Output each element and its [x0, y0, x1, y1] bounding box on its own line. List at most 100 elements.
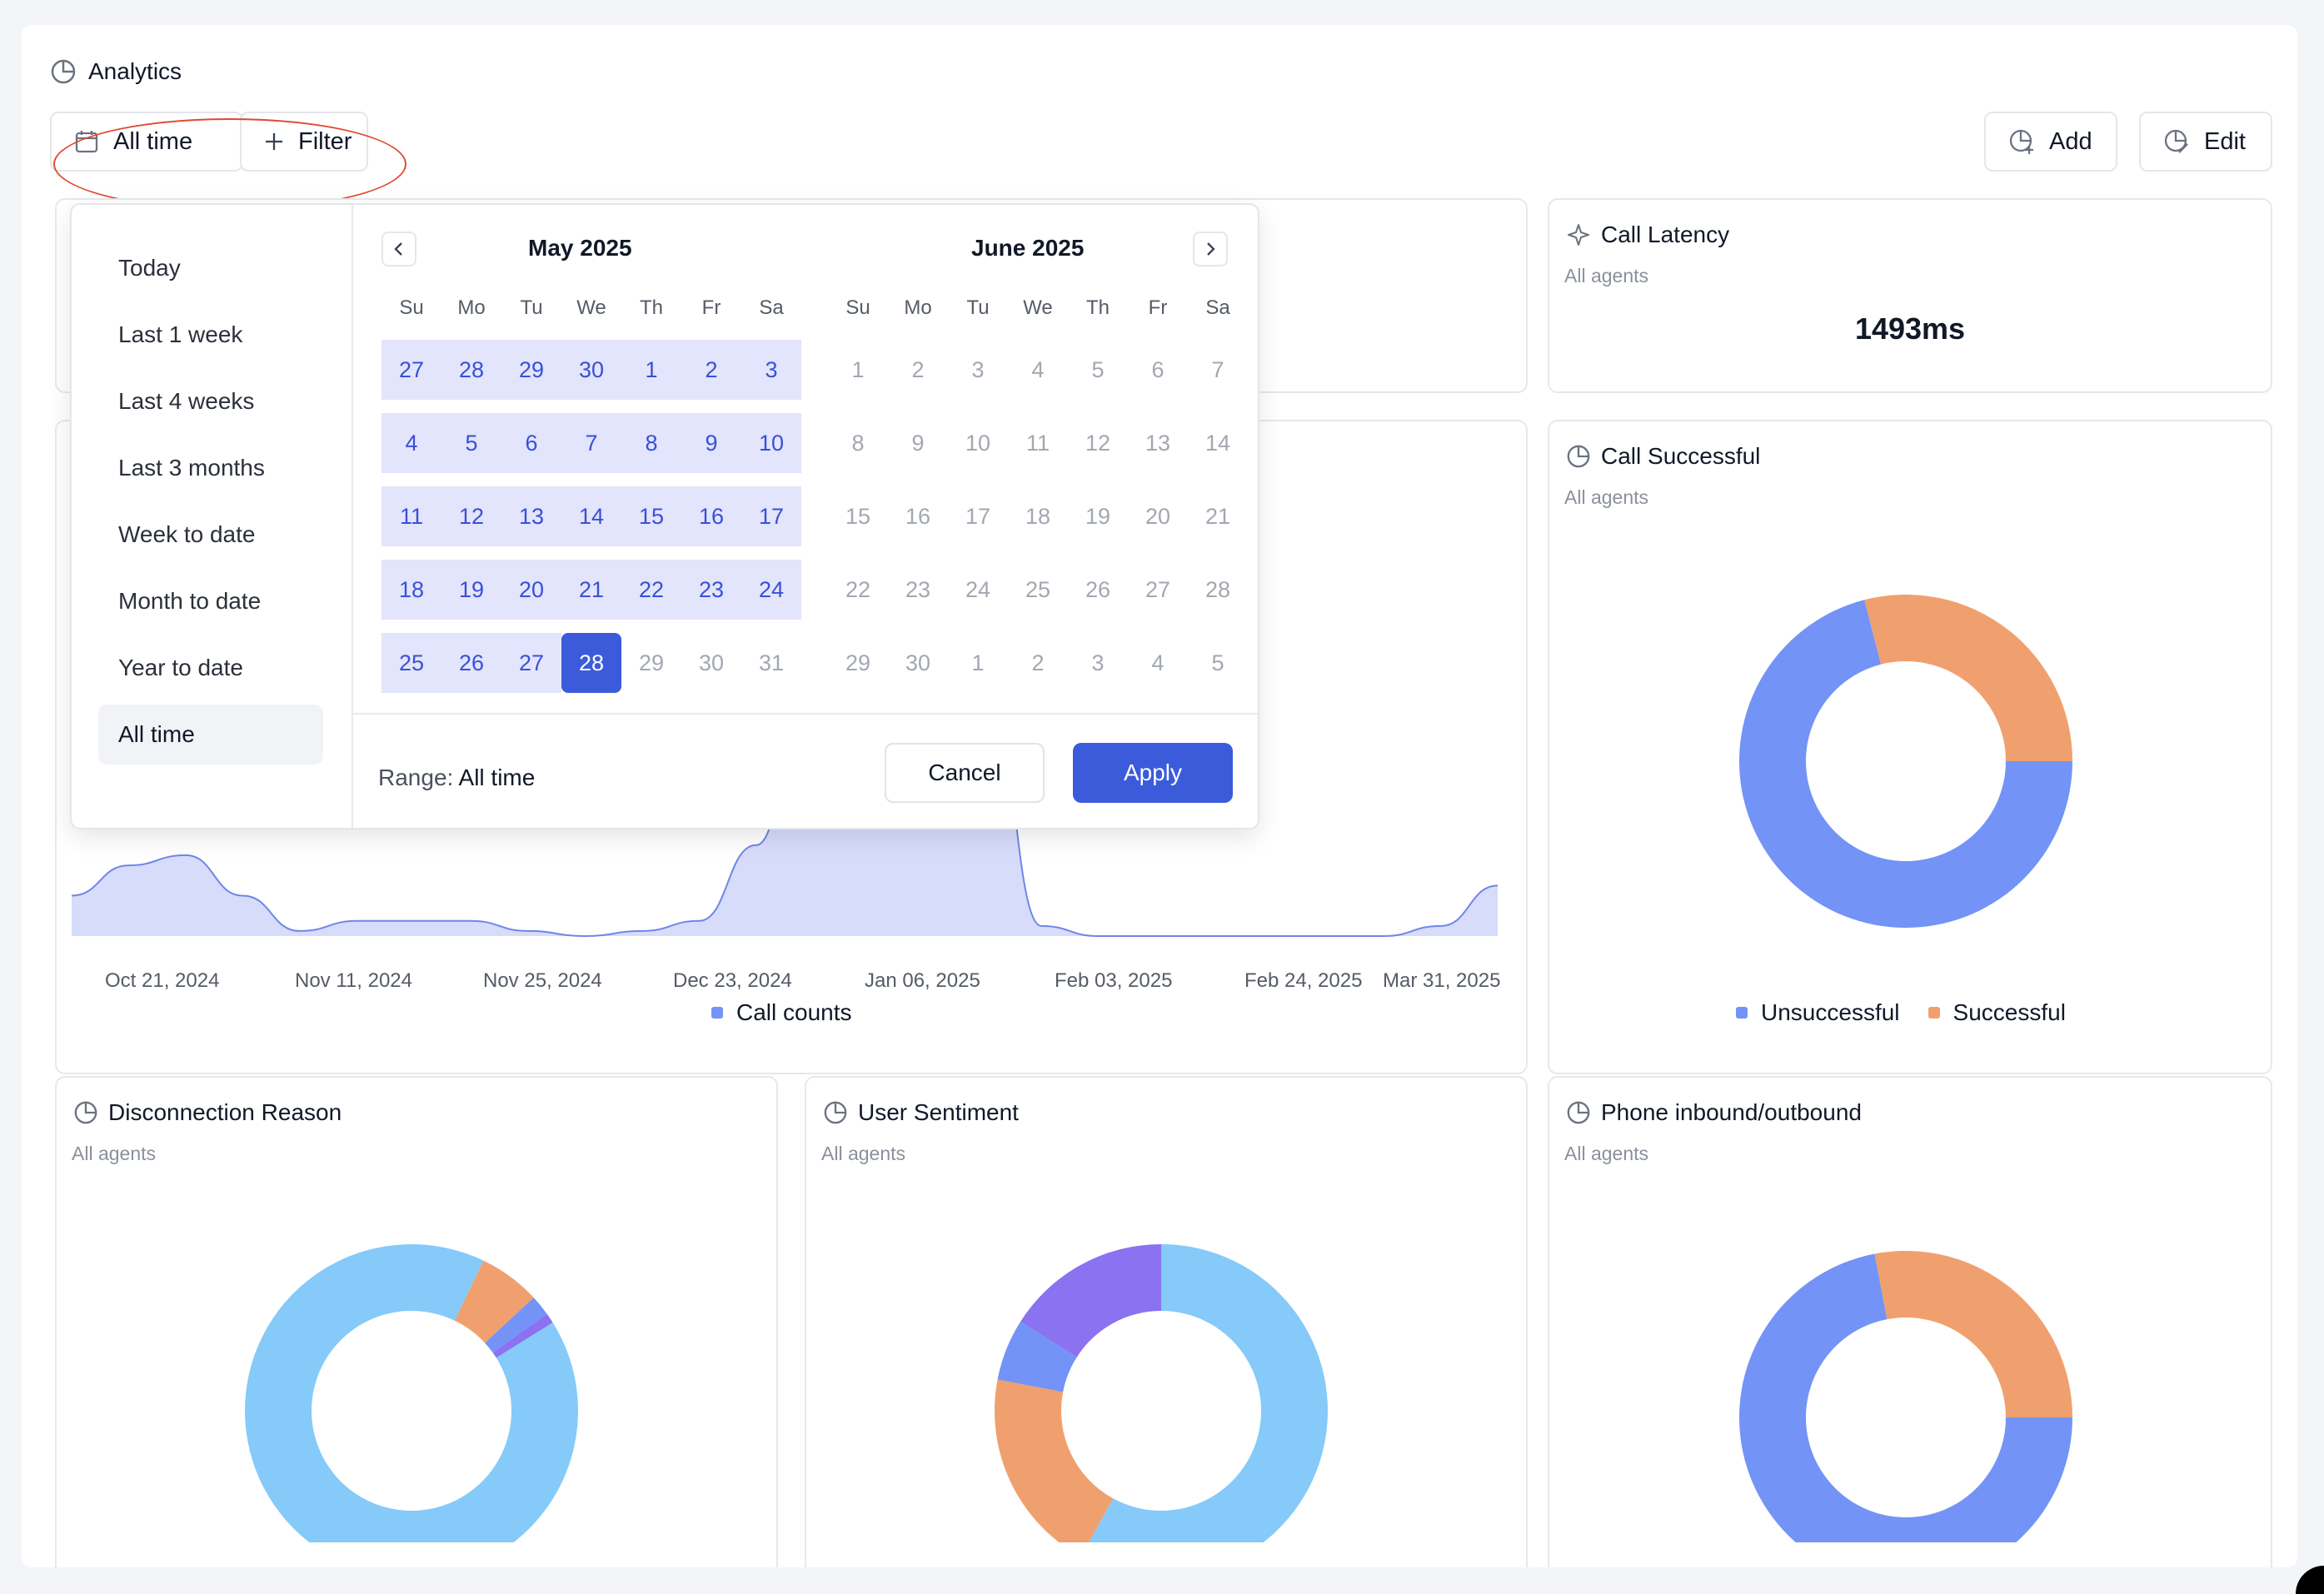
calendar-day[interactable]: 3	[971, 356, 985, 382]
calendar-day[interactable]: 30	[698, 650, 725, 675]
calendar-day[interactable]: 16	[905, 503, 931, 529]
calendar-day[interactable]: 22	[621, 560, 681, 620]
calendar-day[interactable]: 2	[911, 356, 925, 382]
calendar-day[interactable]: 21	[561, 560, 621, 620]
calendar-day[interactable]: 11	[1025, 430, 1050, 456]
calendar-day[interactable]: 26	[1085, 576, 1111, 602]
calendar-day[interactable]: 18	[382, 560, 441, 620]
calendar-day[interactable]: 20	[501, 560, 561, 620]
preset-month-to-date[interactable]: Month to date	[118, 588, 262, 614]
calendar-day[interactable]: 24	[741, 560, 801, 620]
calendar-day[interactable]: 22	[845, 576, 871, 602]
calendar-day[interactable]: 19	[441, 560, 501, 620]
calendar-day[interactable]: 29	[501, 340, 561, 400]
user-sentiment-slice[interactable]	[995, 1379, 1114, 1542]
calendar-day[interactable]: 5	[1211, 650, 1224, 675]
calendar-day[interactable]: 14	[1204, 430, 1231, 456]
calendar-day[interactable]: 7	[561, 413, 621, 473]
disconnection-reason-slice[interactable]	[492, 1313, 553, 1358]
calendar-day[interactable]: 19	[1085, 503, 1111, 529]
calendar-day[interactable]: 27	[1145, 576, 1171, 602]
calendar-day[interactable]: 25	[1025, 576, 1051, 602]
preset-last-1-week[interactable]: Last 1 week	[118, 321, 243, 347]
calendar-day[interactable]: 26	[441, 633, 501, 693]
calendar-day[interactable]: 25	[382, 633, 441, 693]
calendar-day[interactable]: 17	[965, 503, 991, 529]
add-button[interactable]: Add	[1984, 112, 2117, 172]
phone-inbound-outbound-slice[interactable]	[1739, 1253, 2072, 1542]
preset-last-3-months[interactable]: Last 3 months	[118, 455, 265, 481]
calendar-day[interactable]: 24	[965, 576, 991, 602]
calendar-day[interactable]: 29	[638, 650, 665, 675]
calendar-day[interactable]: 1	[621, 340, 681, 400]
calendar-day[interactable]: 3	[1091, 650, 1105, 675]
disconnection-reason-slice[interactable]	[485, 1298, 547, 1353]
phone-inbound-outbound-slice[interactable]	[1874, 1251, 2072, 1417]
preset-today[interactable]: Today	[118, 255, 181, 281]
calendar-day[interactable]: 1	[851, 356, 865, 382]
calendar-day[interactable]: 13	[1145, 430, 1171, 456]
calendar-day[interactable]: 3	[741, 340, 801, 400]
calendar-day[interactable]: 16	[681, 486, 741, 546]
calendar-day[interactable]: 2	[681, 340, 741, 400]
calendar-day[interactable]: 21	[1204, 503, 1231, 529]
calendar-day[interactable]: 17	[741, 486, 801, 546]
calendar-day[interactable]: 10	[965, 430, 991, 456]
preset-all-time[interactable]: All time	[98, 705, 323, 765]
calendar-day[interactable]: 23	[681, 560, 741, 620]
preset-last-4-weeks[interactable]: Last 4 weeks	[118, 388, 255, 414]
next-month-button[interactable]	[1193, 232, 1228, 266]
calendar-day[interactable]: 15	[845, 503, 871, 529]
disconnection-reason-slice[interactable]	[454, 1260, 534, 1343]
calendar-day[interactable]: 7	[1211, 356, 1224, 382]
calendar-day[interactable]: 18	[1025, 503, 1051, 529]
legend-item[interactable]: Call counts	[711, 999, 852, 1026]
calendar-day-selected[interactable]: 28	[561, 633, 621, 693]
calendar-day[interactable]: 27	[382, 340, 441, 400]
cancel-button[interactable]: Cancel	[885, 743, 1045, 803]
calendar-day[interactable]: 1	[971, 650, 985, 675]
calendar-day[interactable]: 9	[911, 430, 925, 456]
preset-week-to-date[interactable]: Week to date	[118, 521, 256, 547]
calendar-day[interactable]: 15	[621, 486, 681, 546]
calendar-day[interactable]: 5	[441, 413, 501, 473]
calendar-day[interactable]: 27	[501, 633, 561, 693]
calendar-day[interactable]: 30	[561, 340, 621, 400]
calendar-day[interactable]: 6	[1151, 356, 1164, 382]
apply-button[interactable]: Apply	[1073, 743, 1233, 803]
prev-month-button[interactable]	[382, 232, 416, 266]
calendar-day[interactable]: 28	[441, 340, 501, 400]
filter-button[interactable]: Filter	[240, 112, 368, 172]
calendar-day[interactable]: 28	[1204, 576, 1231, 602]
calendar-day[interactable]: 9	[681, 413, 741, 473]
user-sentiment-slice[interactable]	[997, 1321, 1077, 1392]
calendar-day[interactable]: 8	[851, 430, 865, 456]
calendar-day[interactable]: 12	[1085, 430, 1111, 456]
calendar-day[interactable]: 2	[1031, 650, 1045, 675]
calendar-day[interactable]: 30	[905, 650, 931, 675]
date-range-button[interactable]: All time	[50, 112, 243, 172]
user-sentiment-slice[interactable]	[1020, 1244, 1161, 1357]
calendar-day[interactable]: 13	[501, 486, 561, 546]
calendar-day[interactable]: 20	[1145, 503, 1171, 529]
calendar-day[interactable]: 10	[741, 413, 801, 473]
disconnection-reason-slice[interactable]	[245, 1244, 578, 1542]
edit-button[interactable]: Edit	[2139, 112, 2272, 172]
calendar-day[interactable]: 14	[561, 486, 621, 546]
calendar-day[interactable]: 4	[1031, 356, 1045, 382]
user-sentiment-slice[interactable]	[1081, 1244, 1328, 1542]
preset-year-to-date[interactable]: Year to date	[118, 655, 243, 680]
calendar-day[interactable]: 29	[845, 650, 871, 675]
legend-item[interactable]: Successful	[1928, 999, 2066, 1026]
calendar-day[interactable]: 6	[501, 413, 561, 473]
call-successful-slice[interactable]	[1738, 600, 2072, 929]
calendar-day[interactable]: 31	[758, 650, 785, 675]
calendar-day[interactable]: 23	[905, 576, 931, 602]
legend-item[interactable]: Unsuccessful	[1736, 999, 1900, 1026]
calendar-day[interactable]: 12	[441, 486, 501, 546]
call-successful-slice[interactable]	[1864, 595, 2072, 761]
calendar-day[interactable]: 4	[382, 413, 441, 473]
calendar-day[interactable]: 4	[1151, 650, 1164, 675]
calendar-day[interactable]: 11	[382, 486, 441, 546]
calendar-day[interactable]: 5	[1091, 356, 1105, 382]
